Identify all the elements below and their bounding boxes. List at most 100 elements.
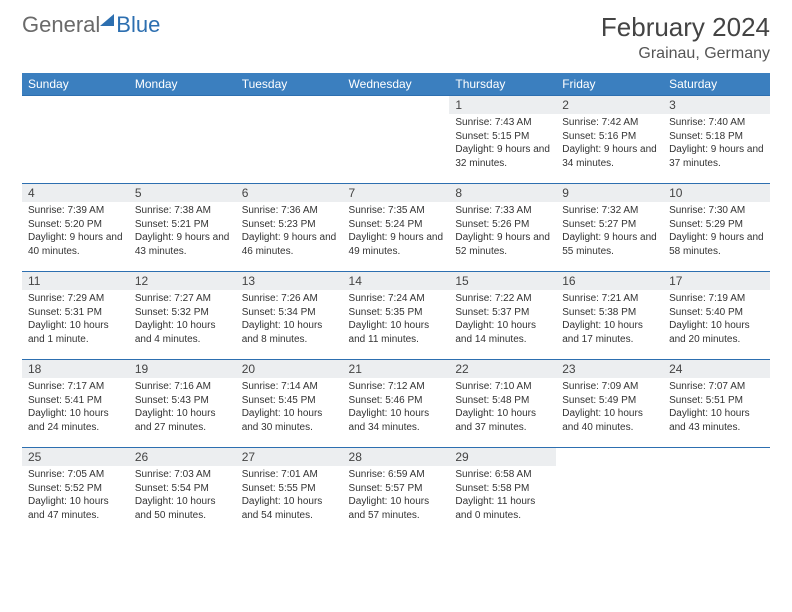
calendar-cell: 2Sunrise: 7:42 AMSunset: 5:16 PMDaylight… (556, 96, 663, 184)
day-number: 13 (236, 272, 343, 290)
sunset-text: Sunset: 5:18 PM (669, 130, 764, 144)
daylight-text: Daylight: 10 hours and 20 minutes. (669, 319, 764, 346)
day-details: Sunrise: 7:27 AMSunset: 5:32 PMDaylight:… (129, 290, 236, 350)
calendar-cell: 7Sunrise: 7:35 AMSunset: 5:24 PMDaylight… (343, 184, 450, 272)
sunset-text: Sunset: 5:29 PM (669, 218, 764, 232)
day-details: Sunrise: 7:09 AMSunset: 5:49 PMDaylight:… (556, 378, 663, 438)
day-number: 15 (449, 272, 556, 290)
calendar-cell: 5Sunrise: 7:38 AMSunset: 5:21 PMDaylight… (129, 184, 236, 272)
sunrise-text: Sunrise: 7:24 AM (349, 292, 444, 306)
sunset-text: Sunset: 5:21 PM (135, 218, 230, 232)
calendar-cell: 15Sunrise: 7:22 AMSunset: 5:37 PMDayligh… (449, 272, 556, 360)
calendar-cell: 20Sunrise: 7:14 AMSunset: 5:45 PMDayligh… (236, 360, 343, 448)
calendar-cell: 21Sunrise: 7:12 AMSunset: 5:46 PMDayligh… (343, 360, 450, 448)
day-details: Sunrise: 7:24 AMSunset: 5:35 PMDaylight:… (343, 290, 450, 350)
daylight-text: Daylight: 9 hours and 52 minutes. (455, 231, 550, 258)
sunrise-text: Sunrise: 7:43 AM (455, 116, 550, 130)
day-details: Sunrise: 6:58 AMSunset: 5:58 PMDaylight:… (449, 466, 556, 526)
brand-triangle-icon (100, 14, 114, 26)
day-number: 18 (22, 360, 129, 378)
sunset-text: Sunset: 5:41 PM (28, 394, 123, 408)
sunrise-text: Sunrise: 7:14 AM (242, 380, 337, 394)
sunrise-text: Sunrise: 7:01 AM (242, 468, 337, 482)
daylight-text: Daylight: 9 hours and 55 minutes. (562, 231, 657, 258)
calendar-row: 1 Sunrise: 7:43 AMSunset: 5:15 PM Daylight… (22, 96, 770, 184)
brand-part2: Blue (116, 12, 160, 38)
day-details: Sunrise: 7:19 AMSunset: 5:40 PMDaylight:… (663, 290, 770, 350)
day-details: Sunrise: 7:05 AMSunset: 5:52 PMDaylight:… (22, 466, 129, 526)
sunrise-text: Sunrise: 7:09 AM (562, 380, 657, 394)
calendar-cell: 19Sunrise: 7:16 AMSunset: 5:43 PMDayligh… (129, 360, 236, 448)
sunset-text: Sunset: 5:24 PM (349, 218, 444, 232)
daylight-text: Daylight: 10 hours and 4 minutes. (135, 319, 230, 346)
day-number: 5 (129, 184, 236, 202)
sunrise-text: Sunrise: 7:17 AM (28, 380, 123, 394)
daylight-text: Daylight: 10 hours and 1 minute. (28, 319, 123, 346)
calendar-cell: 16Sunrise: 7:21 AMSunset: 5:38 PMDayligh… (556, 272, 663, 360)
sunset-text: Sunset: 5:23 PM (242, 218, 337, 232)
daylight-text: Daylight: 10 hours and 37 minutes. (455, 407, 550, 434)
sunrise-text: Sunrise: 7:32 AM (562, 204, 657, 218)
day-number: 9 (556, 184, 663, 202)
sunset-text: Sunset: 5:51 PM (669, 394, 764, 408)
calendar-cell: 22Sunrise: 7:10 AMSunset: 5:48 PMDayligh… (449, 360, 556, 448)
brand-logo: General Blue (22, 12, 160, 38)
day-details: Sunrise: 7:07 AMSunset: 5:51 PMDaylight:… (663, 378, 770, 438)
day-details: Sunrise: 7:32 AMSunset: 5:27 PMDaylight:… (556, 202, 663, 262)
calendar-cell: 9Sunrise: 7:32 AMSunset: 5:27 PMDaylight… (556, 184, 663, 272)
day-number: 25 (22, 448, 129, 466)
day-number: 12 (129, 272, 236, 290)
sunrise-text: Sunrise: 6:58 AM (455, 468, 550, 482)
calendar-cell: 10Sunrise: 7:30 AMSunset: 5:29 PMDayligh… (663, 184, 770, 272)
calendar-cell: 3Sunrise: 7:40 AMSunset: 5:18 PMDaylight… (663, 96, 770, 184)
daylight-text: Daylight: 10 hours and 30 minutes. (242, 407, 337, 434)
sunrise-text: Sunrise: 7:36 AM (242, 204, 337, 218)
sunset-text: Sunset: 5:35 PM (349, 306, 444, 320)
day-number: 1 (449, 96, 556, 114)
day-details: Sunrise: 7:21 AMSunset: 5:38 PMDaylight:… (556, 290, 663, 350)
day-details: Sunrise: 7:35 AMSunset: 5:24 PMDaylight:… (343, 202, 450, 262)
day-number: 24 (663, 360, 770, 378)
day-details: Sunrise: 7:29 AMSunset: 5:31 PMDaylight:… (22, 290, 129, 350)
location-label: Grainau, Germany (601, 45, 770, 63)
day-number: 21 (343, 360, 450, 378)
calendar-cell (343, 96, 450, 184)
sunrise-text: Sunrise: 7:29 AM (28, 292, 123, 306)
day-details: Sunrise: 6:59 AMSunset: 5:57 PMDaylight:… (343, 466, 450, 526)
calendar-cell: 24Sunrise: 7:07 AMSunset: 5:51 PMDayligh… (663, 360, 770, 448)
sunrise-text: Sunrise: 7:03 AM (135, 468, 230, 482)
title-block: February 2024 Grainau, Germany (601, 12, 770, 63)
sunset-text: Sunset: 5:20 PM (28, 218, 123, 232)
sunrise-text: Sunrise: 7:30 AM (669, 204, 764, 218)
daylight-text: Daylight: 10 hours and 47 minutes. (28, 495, 123, 522)
sunset-text: Sunset: 5:15 PM (455, 130, 550, 144)
sunset-text: Sunset: 5:34 PM (242, 306, 337, 320)
calendar-cell: 18Sunrise: 7:17 AMSunset: 5:41 PMDayligh… (22, 360, 129, 448)
sunset-text: Sunset: 5:32 PM (135, 306, 230, 320)
day-number: 8 (449, 184, 556, 202)
sunrise-text: Sunrise: 7:40 AM (669, 116, 764, 130)
sunrise-text: Sunrise: 7:26 AM (242, 292, 337, 306)
calendar-cell: 29Sunrise: 6:58 AMSunset: 5:58 PMDayligh… (449, 448, 556, 536)
day-number: 11 (22, 272, 129, 290)
brand-part1: General (22, 12, 100, 38)
daylight-text: Daylight: 9 hours and 37 minutes. (669, 143, 764, 170)
calendar-cell (663, 448, 770, 536)
sunset-text: Sunset: 5:16 PM (562, 130, 657, 144)
calendar-cell: 11Sunrise: 7:29 AMSunset: 5:31 PMDayligh… (22, 272, 129, 360)
sunset-text: Sunset: 5:38 PM (562, 306, 657, 320)
sunset-text: Sunset: 5:27 PM (562, 218, 657, 232)
day-number: 14 (343, 272, 450, 290)
day-details: Sunrise: 7:42 AMSunset: 5:16 PMDaylight:… (556, 114, 663, 174)
calendar-cell: 23Sunrise: 7:09 AMSunset: 5:49 PMDayligh… (556, 360, 663, 448)
day-number: 28 (343, 448, 450, 466)
daylight-text: Daylight: 9 hours and 34 minutes. (562, 143, 657, 170)
daylight-text: Daylight: 11 hours and 0 minutes. (455, 495, 550, 522)
calendar-cell: 17Sunrise: 7:19 AMSunset: 5:40 PMDayligh… (663, 272, 770, 360)
calendar-header-row: Sunday Monday Tuesday Wednesday Thursday… (22, 73, 770, 96)
calendar-row: 18 Sunrise: 7:17 AMSunset: 5:41 PM Dayligh… (22, 360, 770, 448)
day-header: Wednesday (343, 73, 450, 96)
daylight-text: Daylight: 10 hours and 17 minutes. (562, 319, 657, 346)
calendar-table: Sunday Monday Tuesday Wednesday Thursday… (22, 73, 770, 536)
sunrise-text: Sunrise: 7:19 AM (669, 292, 764, 306)
